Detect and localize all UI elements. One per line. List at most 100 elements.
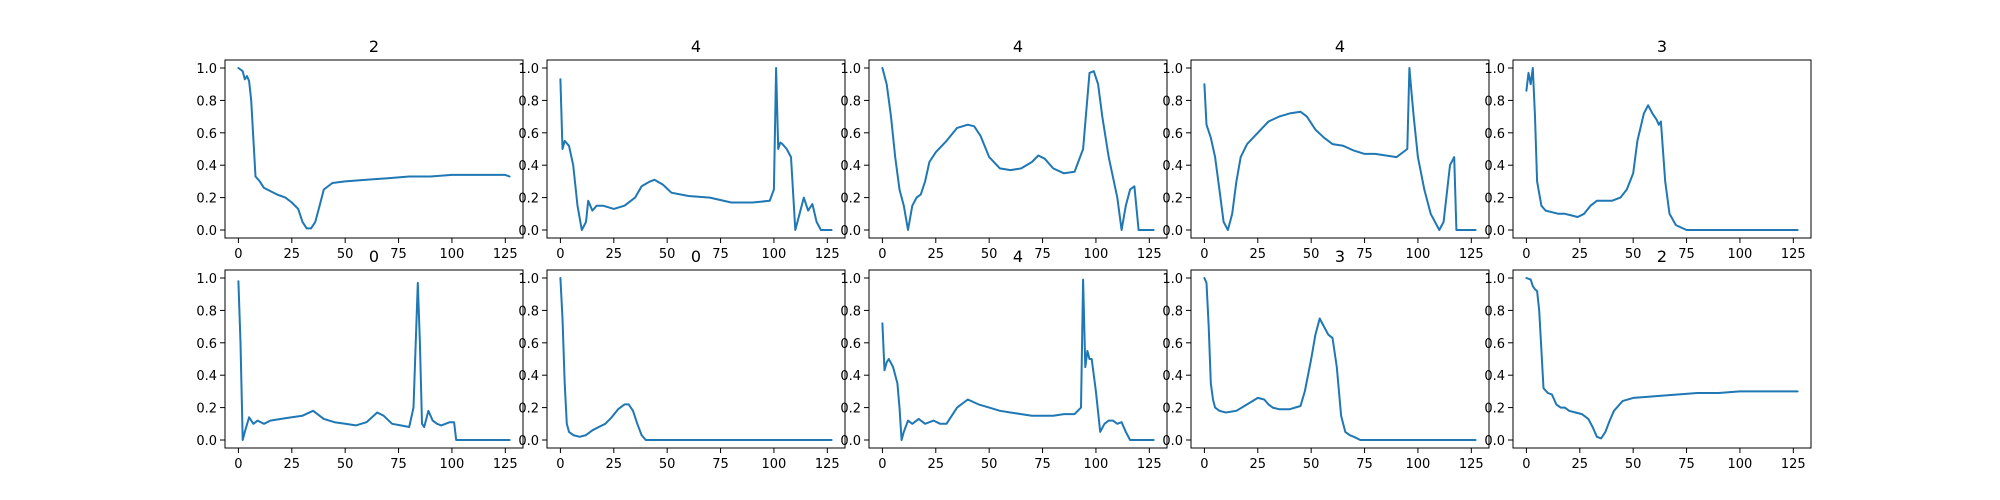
x-tick-label: 125: [1459, 457, 1484, 472]
x-tick-label: 75: [1034, 457, 1051, 472]
panel-title: 3: [1335, 247, 1345, 266]
y-tick-label: 0.8: [1484, 94, 1505, 109]
y-tick-label: 0.6: [1484, 127, 1505, 142]
series-line: [1203, 67, 1477, 231]
subplot-9: 3 0 25 50 75 100 125 0.0 0.2 0.4 0.6 0.8 1.0: [1162, 247, 1490, 472]
x-tick-label: 50: [1625, 457, 1642, 472]
y-tick-label: 0.4: [518, 369, 539, 384]
axes-frame: [868, 59, 1168, 239]
x-tick-label: 0: [234, 457, 242, 472]
axes-frame: [1190, 269, 1490, 449]
y-tick-label: 0.8: [196, 304, 217, 319]
x-tick-label: 50: [981, 457, 998, 472]
axes-frame: [1512, 269, 1812, 449]
y-tick-label: 0.0: [1484, 434, 1505, 449]
x-tick-label: 75: [1034, 247, 1051, 262]
panel-title: 0: [691, 247, 701, 266]
x-tick-label: 75: [1356, 457, 1373, 472]
y-tick-label: 0.2: [840, 192, 861, 207]
y-tick-label: 0.0: [1162, 224, 1183, 239]
x-tick-label: 125: [1459, 247, 1484, 262]
x-tick-label: 75: [1356, 247, 1373, 262]
series-line: [237, 67, 511, 230]
x-tick-label: 100: [1084, 247, 1109, 262]
x-tick-label: 25: [928, 457, 945, 472]
x-tick-label: 25: [606, 247, 623, 262]
x-tick-label: 25: [1572, 457, 1589, 472]
y-tick-label: 0.0: [1162, 434, 1183, 449]
subplot-7: 0 0 25 50 75 100 125 0.0 0.2 0.4 0.6 0.8 1.0: [518, 247, 846, 472]
x-tick-label: 0: [878, 247, 886, 262]
axes-frame: [546, 269, 846, 449]
subplot-8: 4 0 25 50 75 100 125 0.0 0.2 0.4 0.6 0.8 1.0: [840, 247, 1168, 472]
series-line: [1525, 277, 1799, 440]
y-tick-label: 0.8: [840, 304, 861, 319]
y-tick-label: 0.4: [840, 369, 861, 384]
subplot-10: 2 0 25 50 75 100 125 0.0 0.2 0.4 0.6 0.8 1.0: [1484, 247, 1812, 472]
subplot-6: 0 0 25 50 75 100 125 0.0 0.2 0.4 0.6 0.8 1.0: [196, 247, 524, 472]
subplot-4: 4 0 25 50 75 100 125 0.0 0.2 0.4 0.6 0.8 1.0: [1162, 37, 1490, 262]
y-tick-label: 0.2: [1162, 192, 1183, 207]
series-line: [559, 67, 833, 231]
y-tick-label: 0.2: [1484, 192, 1505, 207]
y-tick-label: 0.4: [518, 159, 539, 174]
x-tick-label: 25: [1250, 457, 1267, 472]
y-tick-label: 0.6: [840, 337, 861, 352]
y-tick-label: 0.2: [518, 402, 539, 417]
series-line: [1525, 67, 1799, 231]
y-tick-label: 0.8: [518, 304, 539, 319]
subplot-2: 4 0 25 50 75 100 125 0.0 0.2 0.4 0.6 0.8 1.0: [518, 37, 846, 262]
y-tick-label: 0.8: [840, 94, 861, 109]
series-line: [1203, 277, 1477, 441]
x-tick-label: 25: [284, 457, 301, 472]
x-tick-label: 100: [440, 457, 465, 472]
x-tick-label: 0: [556, 247, 564, 262]
axes-frame: [546, 59, 846, 239]
y-tick-label: 1.0: [518, 62, 539, 77]
panel-title: 4: [691, 37, 701, 56]
y-tick-label: 0.2: [840, 402, 861, 417]
y-tick-label: 0.6: [1484, 337, 1505, 352]
x-tick-label: 75: [1678, 247, 1695, 262]
x-tick-label: 0: [556, 457, 564, 472]
x-tick-label: 125: [815, 247, 840, 262]
x-tick-label: 75: [712, 457, 729, 472]
y-tick-label: 0.2: [518, 192, 539, 207]
y-tick-label: 1.0: [1162, 272, 1183, 287]
axes-frame: [1190, 59, 1490, 239]
y-tick-label: 0.4: [1484, 159, 1505, 174]
subplot-3: 4 0 25 50 75 100 125 0.0 0.2 0.4 0.6 0.8 1.0: [840, 37, 1168, 262]
y-tick-label: 1.0: [196, 62, 217, 77]
x-tick-label: 100: [1406, 457, 1431, 472]
x-tick-label: 75: [390, 457, 407, 472]
x-tick-label: 0: [234, 247, 242, 262]
panel-title: 4: [1013, 37, 1023, 56]
y-tick-label: 0.2: [196, 192, 217, 207]
x-tick-label: 75: [712, 247, 729, 262]
x-tick-label: 50: [981, 247, 998, 262]
x-tick-label: 100: [1728, 247, 1753, 262]
x-tick-label: 0: [1200, 247, 1208, 262]
series-line: [881, 278, 1155, 441]
y-tick-label: 0.4: [196, 159, 217, 174]
x-tick-label: 125: [815, 457, 840, 472]
x-tick-label: 100: [762, 457, 787, 472]
y-tick-label: 0.2: [196, 402, 217, 417]
y-tick-label: 0.6: [1162, 337, 1183, 352]
x-tick-label: 25: [1250, 247, 1267, 262]
y-tick-label: 0.0: [1484, 224, 1505, 239]
x-tick-label: 25: [1572, 247, 1589, 262]
y-tick-label: 0.0: [518, 224, 539, 239]
panel-title: 2: [1657, 247, 1667, 266]
axes-frame: [224, 59, 524, 239]
y-tick-label: 0.0: [840, 434, 861, 449]
y-tick-label: 0.4: [1162, 369, 1183, 384]
x-tick-label: 125: [1781, 457, 1806, 472]
series-line: [237, 280, 511, 441]
y-tick-label: 0.0: [518, 434, 539, 449]
y-tick-label: 0.0: [196, 434, 217, 449]
subplot-5: 3 0 25 50 75 100 125 0.0 0.2 0.4 0.6 0.8 1.0: [1484, 37, 1812, 262]
series-line: [559, 277, 833, 441]
y-tick-label: 0.0: [840, 224, 861, 239]
